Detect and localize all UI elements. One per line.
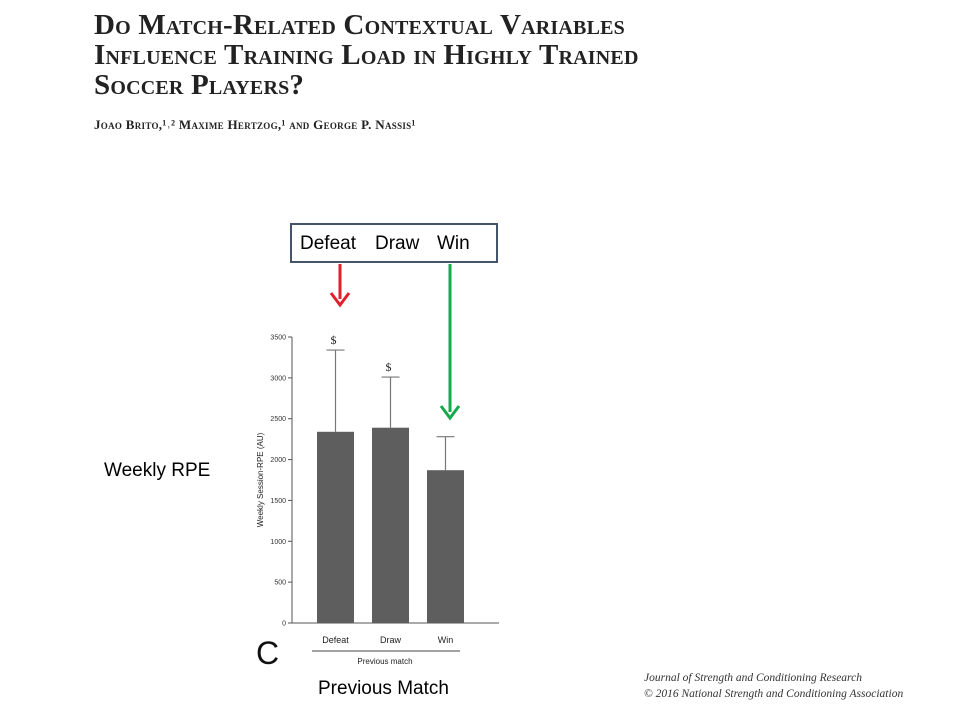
y-tick-label: 500 [274,580,286,587]
significance-mark: $ [386,360,392,374]
paper-authors: Joao Brito,¹˒² Maxime Hertzog,¹ and Geor… [94,117,416,132]
x-tick-label: Win [438,635,454,645]
y-tick-label: 1000 [270,539,286,546]
title-line: Influence Training Load in Highly Traine… [94,39,639,71]
y-axis-title: Weekly Session-RPE (AU) [256,432,265,527]
x-tick-label: Defeat [322,635,349,645]
legend-draw: Draw [375,233,420,254]
panel-letter: C [256,635,279,671]
outcome-legend-box: Defeat Draw Win [290,223,498,263]
legend-win: Win [437,233,470,254]
y-tick-label: 2000 [270,457,286,464]
title-line: Soccer Players? [94,69,305,101]
bar-defeat [317,431,354,623]
y-tick-label: 3000 [270,375,286,382]
y-tick-label: 3500 [270,335,286,342]
citation-journal: Journal of Strength and Conditioning Res… [644,672,862,684]
x-axis-title: Previous match [357,657,412,666]
legend-defeat: Defeat [300,233,356,254]
y-tick-label: 0 [282,621,286,628]
y-axis-annotation: Weekly RPE [104,460,211,481]
paper-title: Do Match-Related Contextual Variables In… [94,10,794,100]
citation-copyright: © 2016 National Strength and Conditionin… [644,688,904,700]
bar-draw [372,427,409,623]
x-axis-annotation: Previous Match [318,678,449,699]
y-tick-label: 2500 [270,416,286,423]
title-line: Do Match-Related Contextual Variables [94,9,625,41]
defeat-arrow-head [329,292,351,308]
x-tick-label: Draw [380,635,402,645]
y-tick-label: 1500 [270,498,286,505]
significance-mark: $ [331,333,337,347]
win-arrow-head [439,405,461,421]
journal-citation: Journal of Strength and Conditioning Res… [644,670,903,702]
bar-win [427,470,464,623]
